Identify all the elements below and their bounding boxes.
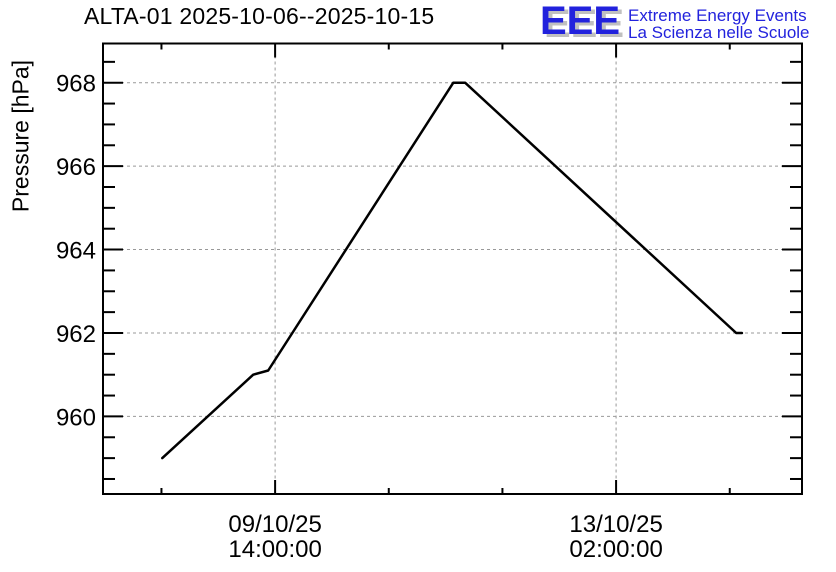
eee-logo-taglines: Extreme Energy Events La Scienza nelle S… — [628, 6, 810, 42]
eee-logo-letters: EEE — [540, 0, 621, 43]
plot-frame — [102, 42, 803, 495]
eee-logo-tagline-en: Extreme Energy Events — [628, 6, 807, 25]
eee-logo-tagline-it: La Scienza nelle Scuole — [628, 22, 810, 42]
y-tick-label: 964 — [56, 238, 96, 265]
x-tick-label-time: 02:00:00 — [569, 536, 662, 563]
y-tick-label: 962 — [56, 321, 96, 348]
y-tick-label: 960 — [56, 404, 96, 431]
chart-title: ALTA-01 2025-10-06--2025-10-15 — [84, 3, 435, 29]
y-tick-label: 968 — [56, 71, 96, 98]
x-tick-label-date: 09/10/25 — [228, 511, 321, 538]
y-tick-label: 966 — [56, 154, 96, 181]
eee-logo: EEE Extreme Energy Events La Scienza nel… — [540, 0, 810, 43]
pressure-line — [161, 81, 744, 460]
x-tick-label-time: 14:00:00 — [228, 536, 321, 563]
x-tick-label-date: 13/10/25 — [569, 511, 662, 538]
